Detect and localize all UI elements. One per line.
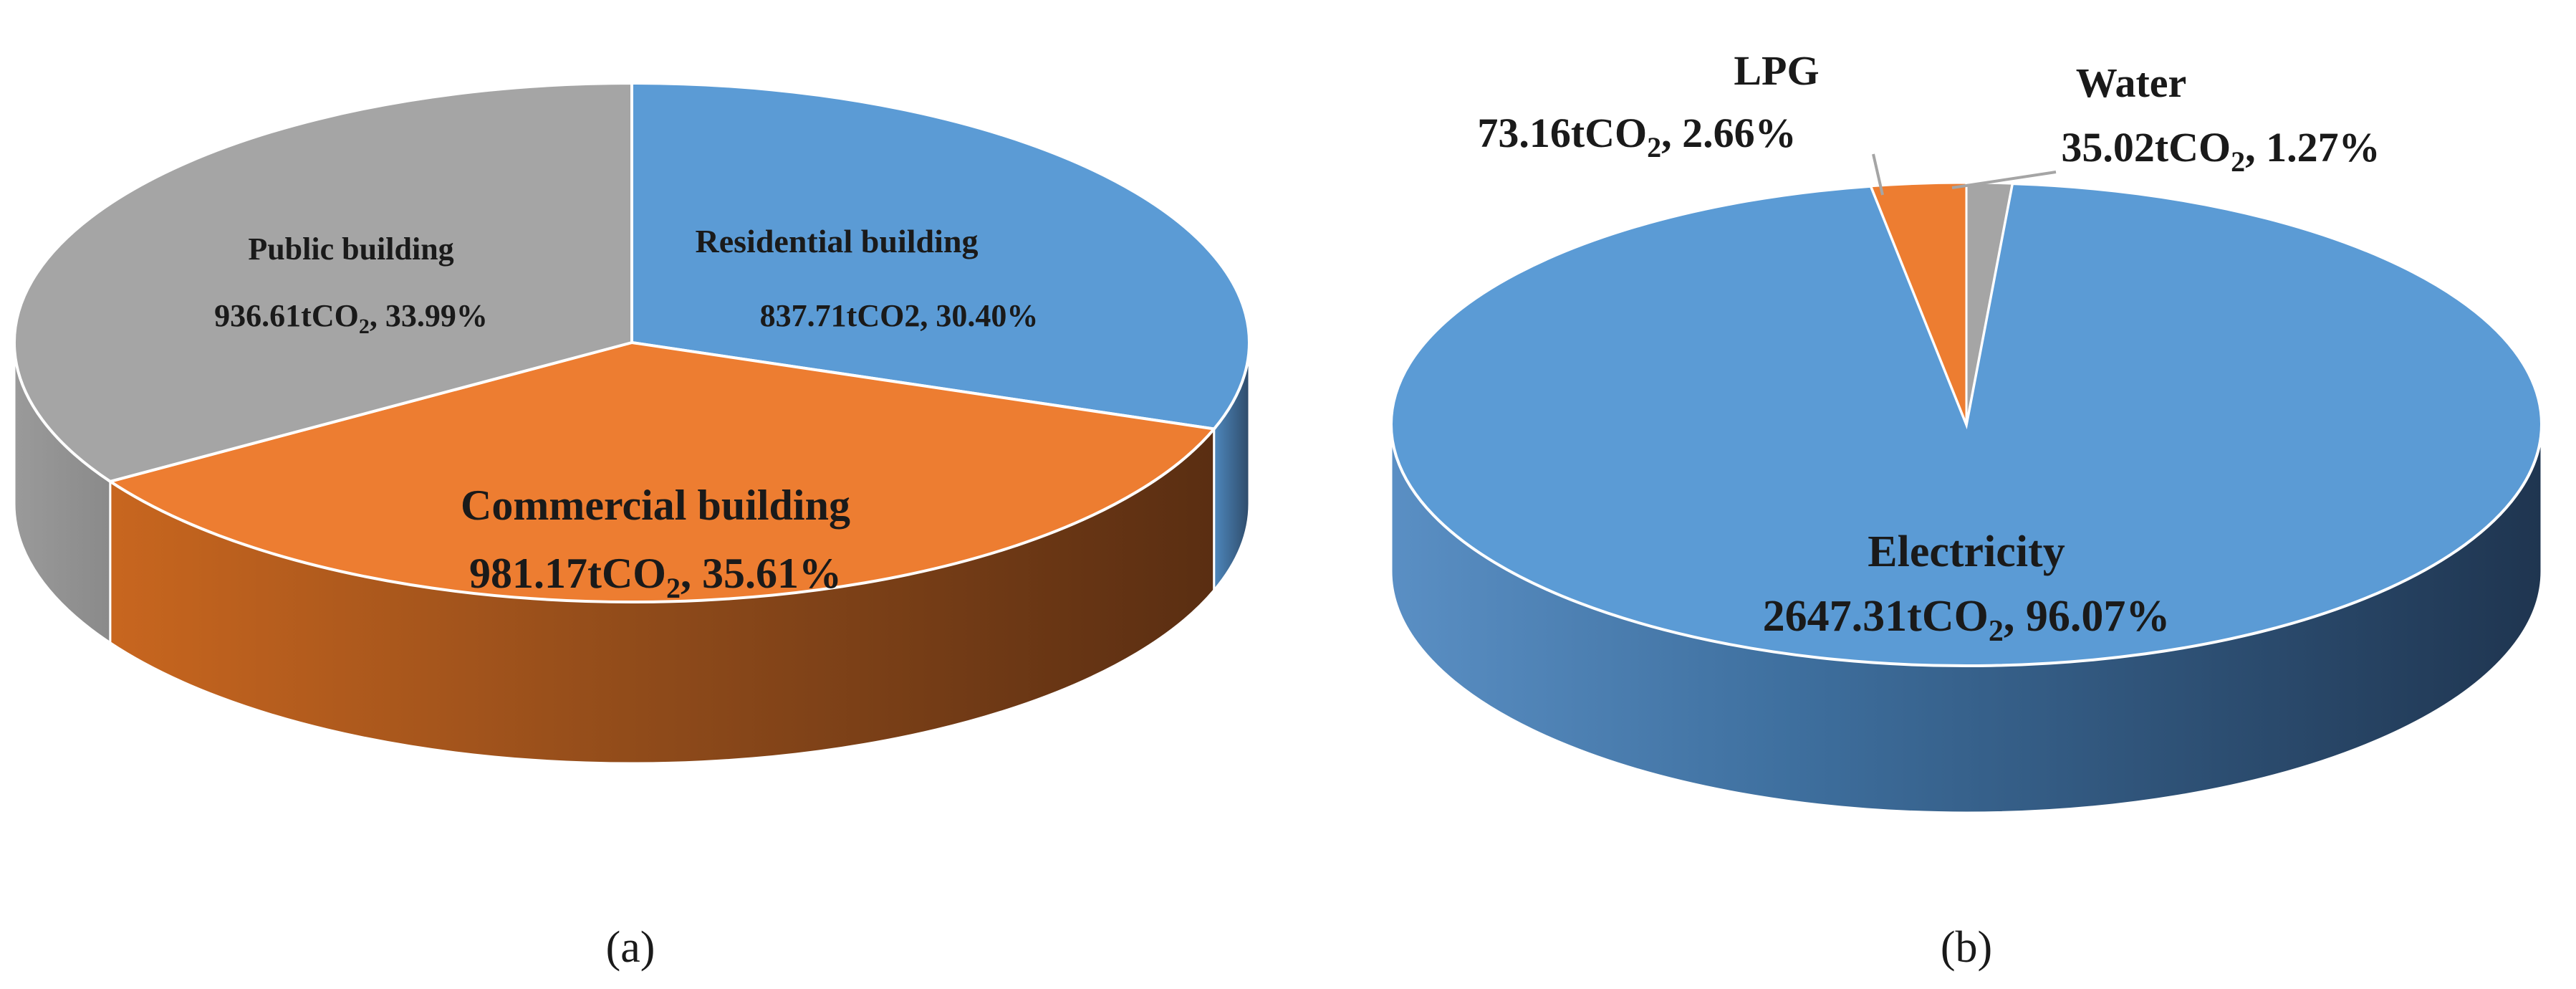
pie-b-slice-electricity bbox=[1390, 182, 2543, 667]
label-lpg-value: 73.16tCO2, 2.66% bbox=[1477, 110, 1796, 163]
label-water-name: Water bbox=[2076, 59, 2187, 106]
label-commercial-value: 981.17tCO2, 35.61% bbox=[469, 550, 842, 604]
label-public-value: 936.61tCO2, 33.99% bbox=[214, 298, 488, 338]
label-electricity-value: 2647.31tCO2, 96.07% bbox=[1763, 592, 2171, 648]
label-commercial-name: Commercial building bbox=[461, 482, 850, 529]
caption-a: (a) bbox=[606, 923, 655, 972]
label-residential-value: 837.71tCO2, 30.40% bbox=[760, 298, 1039, 333]
caption-b: (b) bbox=[1941, 923, 1992, 972]
label-water-value: 35.02tCO2, 1.27% bbox=[2061, 124, 2380, 178]
label-residential-name: Residential building bbox=[696, 223, 979, 259]
label-public-name: Public building bbox=[248, 231, 453, 267]
pie-a-slice-commercial bbox=[107, 340, 1217, 603]
pie-a-slice-public bbox=[12, 81, 633, 483]
leader-line-lpg bbox=[1872, 153, 1884, 196]
label-electricity-name: Electricity bbox=[1868, 527, 2065, 576]
pie-chart-b: LPG 73.16tCO2, 2.66% Water 35.02tCO2, 1.… bbox=[1390, 47, 2543, 972]
pie-chart-a: Public building 936.61tCO2, 33.99% Resid… bbox=[12, 81, 1251, 972]
pie-a-slice-residential bbox=[630, 81, 1251, 431]
label-lpg-name: LPG bbox=[1734, 47, 1819, 94]
leader-line-water bbox=[1951, 171, 2057, 189]
